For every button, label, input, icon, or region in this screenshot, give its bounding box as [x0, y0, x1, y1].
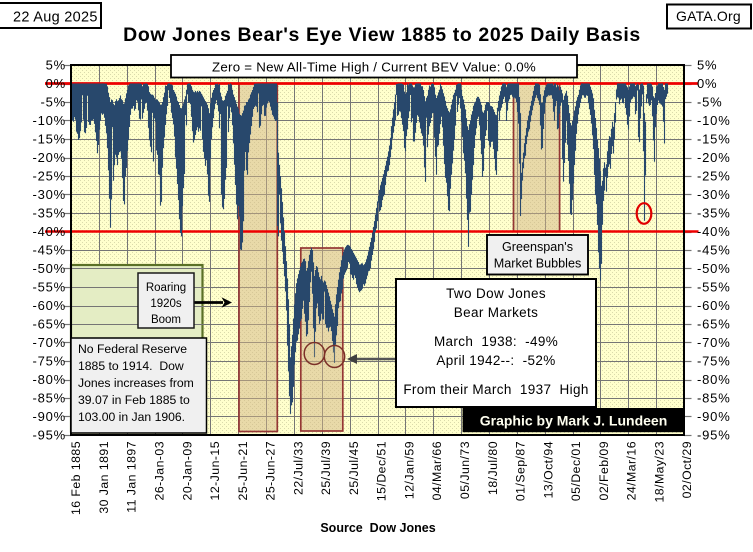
svg-text:-90%: -90% [32, 409, 66, 424]
svg-text:22 Aug 2025: 22 Aug 2025 [13, 10, 98, 26]
svg-text:GATA.Org: GATA.Org [676, 8, 741, 24]
svg-text:March 1938: -49%: March 1938: -49% [434, 334, 558, 349]
svg-text:16 Feb 1885: 16 Feb 1885 [69, 441, 83, 515]
svg-text:-30%: -30% [32, 187, 66, 202]
svg-text:0%: 0% [697, 76, 717, 91]
svg-text:-35%: -35% [697, 206, 731, 221]
svg-text:1920s: 1920s [150, 298, 182, 310]
svg-text:-85%: -85% [32, 391, 66, 406]
svg-text:05/Dec/01: 05/Dec/01 [569, 441, 583, 501]
svg-text:-35%: -35% [32, 206, 66, 221]
svg-text:-55%: -55% [32, 280, 66, 295]
svg-text:-10%: -10% [32, 113, 66, 128]
svg-text:Greenspan's: Greenspan's [502, 240, 573, 254]
svg-text:-20%: -20% [32, 150, 66, 165]
svg-text:02/Feb/09: 02/Feb/09 [597, 441, 611, 500]
svg-text:103.00 in Jan 1906.: 103.00 in Jan 1906. [78, 410, 185, 424]
svg-text:-65%: -65% [697, 317, 731, 332]
svg-text:-15%: -15% [697, 132, 731, 147]
svg-text:-20%: -20% [697, 150, 731, 165]
svg-text:22/Jul/33: 22/Jul/33 [291, 441, 305, 495]
svg-text:25/Jul/45: 25/Jul/45 [347, 441, 361, 495]
svg-text:-85%: -85% [697, 391, 731, 406]
svg-text:-80%: -80% [32, 372, 66, 387]
svg-text:Roaring: Roaring [146, 282, 186, 294]
svg-text:From their March 1937 High: From their March 1937 High [403, 382, 588, 397]
svg-text:1885 to 1914. Dow: 1885 to 1914. Dow [78, 359, 184, 373]
svg-text:-95%: -95% [697, 428, 731, 443]
svg-text:25/Jul/39: 25/Jul/39 [319, 441, 333, 495]
svg-text:39.07 in Feb 1885 to: 39.07 in Feb 1885 to [78, 393, 190, 407]
svg-text:Bear Markets: Bear Markets [454, 305, 538, 320]
svg-text:-80%: -80% [697, 372, 731, 387]
svg-text:04/Mar/66: 04/Mar/66 [430, 441, 444, 500]
svg-text:-60%: -60% [697, 298, 731, 313]
svg-text:01/Sep/87: 01/Sep/87 [514, 441, 528, 501]
svg-text:25-Jun-27: 25-Jun-27 [264, 441, 278, 500]
svg-text:-55%: -55% [697, 280, 731, 295]
svg-text:-5%: -5% [697, 95, 723, 110]
svg-text:18/May/23: 18/May/23 [652, 441, 666, 502]
svg-text:-5%: -5% [40, 95, 66, 110]
svg-text:Zero = New All-Time High / Cur: Zero = New All-Time High / Current BEV V… [212, 60, 536, 75]
svg-text:No Federal Reserve: No Federal Reserve [78, 342, 187, 356]
svg-text:-75%: -75% [697, 354, 731, 369]
svg-text:Two Dow Jones: Two Dow Jones [446, 286, 546, 301]
svg-text:Graphic by Mark J. Lundeen: Graphic by Mark J. Lundeen [480, 413, 668, 429]
svg-text:-75%: -75% [32, 354, 66, 369]
svg-text:-10%: -10% [697, 113, 731, 128]
svg-text:24/Mar/16: 24/Mar/16 [625, 441, 639, 500]
svg-text:13/Oct/94: 13/Oct/94 [541, 441, 555, 498]
svg-text:26-Jan-03: 26-Jan-03 [153, 441, 167, 500]
svg-text:-25%: -25% [32, 169, 66, 184]
svg-text:Market Bubbles: Market Bubbles [494, 257, 582, 271]
svg-text:30 Jan 1891: 30 Jan 1891 [97, 441, 111, 514]
svg-text:-65%: -65% [32, 317, 66, 332]
svg-text:-60%: -60% [32, 298, 66, 313]
svg-text:-70%: -70% [32, 335, 66, 350]
svg-text:-95%: -95% [32, 428, 66, 443]
svg-text:5%: 5% [697, 58, 717, 73]
svg-text:-45%: -45% [697, 243, 731, 258]
svg-text:-25%: -25% [697, 169, 731, 184]
svg-text:12/Jan/59: 12/Jan/59 [402, 441, 416, 499]
svg-text:-70%: -70% [697, 335, 731, 350]
svg-text:02/Oct/29: 02/Oct/29 [680, 441, 694, 498]
svg-text:-30%: -30% [697, 187, 731, 202]
svg-text:05/Jun/73: 05/Jun/73 [458, 441, 472, 499]
svg-text:11 Jan 1897: 11 Jan 1897 [125, 441, 139, 513]
svg-text:Source Dow Jones: Source Dow Jones [320, 521, 435, 535]
svg-text:-50%: -50% [697, 261, 731, 276]
svg-text:-40%: -40% [697, 224, 731, 239]
svg-text:-90%: -90% [697, 409, 731, 424]
svg-text:-40%: -40% [32, 224, 66, 239]
svg-text:0%: 0% [46, 76, 66, 91]
svg-text:April 1942--: -52%: April 1942--: -52% [436, 353, 555, 368]
svg-text:Jones increases from: Jones increases from [78, 376, 194, 390]
svg-text:Boom: Boom [151, 314, 181, 326]
svg-text:15/Dec/51: 15/Dec/51 [375, 441, 389, 501]
svg-text:5%: 5% [46, 58, 66, 73]
svg-text:Dow Jones Bear's Eye View 1885: Dow Jones Bear's Eye View 1885 to 2025 D… [123, 24, 641, 46]
svg-text:12-Jun-15: 12-Jun-15 [208, 441, 222, 500]
svg-text:-50%: -50% [32, 261, 66, 276]
svg-text:20-Jan-09: 20-Jan-09 [180, 441, 194, 500]
svg-text:18/Jul/80: 18/Jul/80 [486, 441, 500, 495]
svg-text:-45%: -45% [32, 243, 66, 258]
svg-text:25-Jun-21: 25-Jun-21 [236, 441, 250, 500]
svg-text:-15%: -15% [32, 132, 66, 147]
